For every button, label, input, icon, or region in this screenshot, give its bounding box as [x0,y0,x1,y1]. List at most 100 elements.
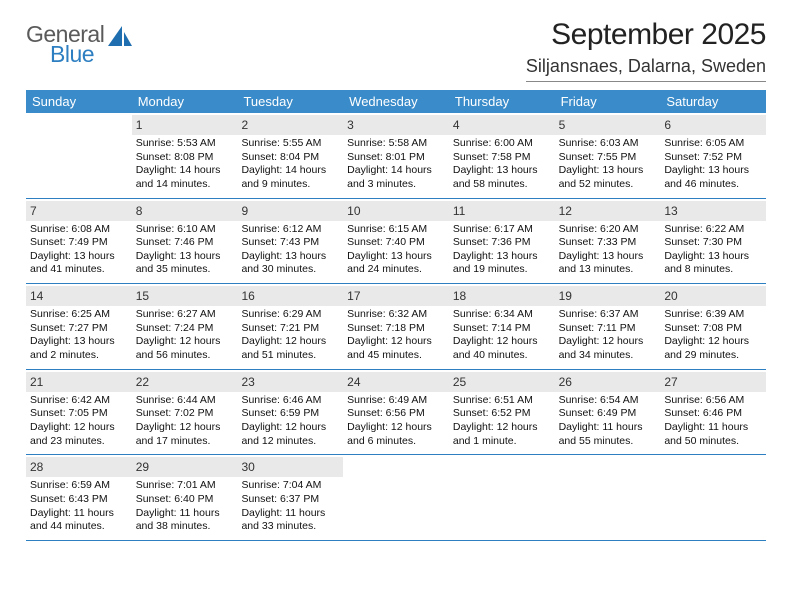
calendar-cell: 24Sunrise: 6:49 AMSunset: 6:56 PMDayligh… [343,370,449,455]
calendar-cell: 19Sunrise: 6:37 AMSunset: 7:11 PMDayligh… [555,284,661,369]
logo-word-blue: Blue [50,44,104,66]
day-number-row: 18 [449,286,555,306]
day-number-row: 14 [26,286,132,306]
calendar-cell: 15Sunrise: 6:27 AMSunset: 7:24 PMDayligh… [132,284,238,369]
day-number-row: 9 [237,201,343,221]
day-number-row: 20 [660,286,766,306]
daylight-text: Daylight: 13 hours and 8 minutes. [664,250,762,277]
sunrise-text: Sunrise: 5:53 AM [136,137,234,151]
calendar-cell: 23 Sunrise: 6:46 AMSunset: 6:59 PMDayligh… [237,370,343,455]
calendar-cell [555,455,661,540]
calendar-cell: 14Sunrise: 6:25 AMSunset: 7:27 PMDayligh… [26,284,132,369]
day-number: 20 [664,289,677,303]
daylight-text: Daylight: 13 hours and 24 minutes. [347,250,445,277]
day-number-row: 3 [343,115,449,135]
daylight-text: Daylight: 12 hours and 56 minutes. [136,335,234,362]
sunset-text: Sunset: 6:49 PM [559,407,657,421]
day-number: 4 [453,118,460,132]
sunset-text: Sunset: 7:27 PM [30,322,128,336]
day-number-row: 27 [660,372,766,392]
day-number-row: 11 [449,201,555,221]
calendar: Sunday Monday Tuesday Wednesday Thursday… [26,90,766,541]
sunrise-text: Sunrise: 6:46 AM [241,394,339,408]
sunrise-text: Sunrise: 7:04 AM [241,479,339,493]
day-number-row: 17 [343,286,449,306]
daylight-text: Daylight: 13 hours and 19 minutes. [453,250,551,277]
sunrise-text: Sunrise: 6:32 AM [347,308,445,322]
day-number-row: 25 [449,372,555,392]
sunrise-text: Sunrise: 6:59 AM [30,479,128,493]
calendar-cell: 22Sunrise: 6:44 AMSunset: 7:02 PMDayligh… [132,370,238,455]
day-number: 25 [453,375,466,389]
title-block: September 2025 Siljansnaes, Dalarna, Swe… [526,18,766,82]
sunrise-text: Sunrise: 6:10 AM [136,223,234,237]
sunset-text: Sunset: 7:02 PM [136,407,234,421]
day-header: Tuesday [237,90,343,113]
day-number-row: 24 [343,372,449,392]
daylight-text: Daylight: 12 hours and 45 minutes. [347,335,445,362]
day-number-row: 21 [26,372,132,392]
sunrise-text: Sunrise: 6:17 AM [453,223,551,237]
day-number: 3 [347,118,354,132]
day-number: 10 [347,204,360,218]
day-number-row: 19 [555,286,661,306]
day-number: 15 [136,289,149,303]
day-number: 11 [453,204,465,218]
sunrise-text: Sunrise: 6:49 AM [347,394,445,408]
calendar-cell: 8Sunrise: 6:10 AMSunset: 7:46 PMDaylight… [132,199,238,284]
calendar-cell: 25Sunrise: 6:51 AMSunset: 6:52 PMDayligh… [449,370,555,455]
sunrise-text: Sunrise: 7:01 AM [136,479,234,493]
day-number: 16 [241,289,254,303]
day-header: Monday [132,90,238,113]
daylight-text: Daylight: 13 hours and 41 minutes. [30,250,128,277]
sunrise-text: Sunrise: 5:58 AM [347,137,445,151]
sunrise-text: Sunrise: 6:56 AM [664,394,762,408]
day-number: 23 [241,375,254,389]
logo: General Blue [26,18,134,66]
sunrise-text: Sunrise: 6:20 AM [559,223,657,237]
weeks-container: 1Sunrise: 5:53 AMSunset: 8:08 PMDaylight… [26,113,766,541]
daylight-text: Daylight: 14 hours and 9 minutes. [241,164,339,191]
day-number-row: 2 [237,115,343,135]
calendar-cell: 9Sunrise: 6:12 AMSunset: 7:43 PMDaylight… [237,199,343,284]
day-number: 6 [664,118,671,132]
calendar-cell: 18Sunrise: 6:34 AMSunset: 7:14 PMDayligh… [449,284,555,369]
day-number: 24 [347,375,360,389]
sunset-text: Sunset: 6:59 PM [241,407,339,421]
sunrise-text: Sunrise: 6:51 AM [453,394,551,408]
day-number: 27 [664,375,677,389]
calendar-cell: 29Sunrise: 7:01 AMSunset: 6:40 PMDayligh… [132,455,238,540]
sunset-text: Sunset: 8:01 PM [347,151,445,165]
daylight-text: Daylight: 12 hours and 6 minutes. [347,421,445,448]
day-number-row: 29 [132,457,238,477]
daylight-text: Daylight: 13 hours and 13 minutes. [559,250,657,277]
daylight-text: Daylight: 12 hours and 34 minutes. [559,335,657,362]
daylight-text: Daylight: 13 hours and 35 minutes. [136,250,234,277]
calendar-cell: 5Sunrise: 6:03 AMSunset: 7:55 PMDaylight… [555,113,661,198]
calendar-cell: 16Sunrise: 6:29 AMSunset: 7:21 PMDayligh… [237,284,343,369]
sunset-text: Sunset: 7:33 PM [559,236,657,250]
sunrise-text: Sunrise: 6:44 AM [136,394,234,408]
day-number: 9 [241,204,248,218]
daylight-text: Daylight: 11 hours and 44 minutes. [30,507,128,534]
daylight-text: Daylight: 12 hours and 12 minutes. [241,421,339,448]
sunset-text: Sunset: 7:55 PM [559,151,657,165]
day-number: 17 [347,289,360,303]
daylight-text: Daylight: 11 hours and 33 minutes. [241,507,339,534]
logo-sail-icon [108,26,134,55]
sunrise-text: Sunrise: 6:54 AM [559,394,657,408]
sunset-text: Sunset: 8:04 PM [241,151,339,165]
day-number-row: 15 [132,286,238,306]
sunset-text: Sunset: 7:52 PM [664,151,762,165]
day-number-row: 6 [660,115,766,135]
day-number: 1 [136,118,143,132]
calendar-cell: 27Sunrise: 6:56 AMSunset: 6:46 PMDayligh… [660,370,766,455]
sunset-text: Sunset: 7:30 PM [664,236,762,250]
sunset-text: Sunset: 6:52 PM [453,407,551,421]
sunrise-text: Sunrise: 6:25 AM [30,308,128,322]
day-number-row: 28 [26,457,132,477]
sunrise-text: Sunrise: 5:55 AM [241,137,339,151]
calendar-cell [449,455,555,540]
sunset-text: Sunset: 6:43 PM [30,493,128,507]
calendar-cell: 20Sunrise: 6:39 AMSunset: 7:08 PMDayligh… [660,284,766,369]
